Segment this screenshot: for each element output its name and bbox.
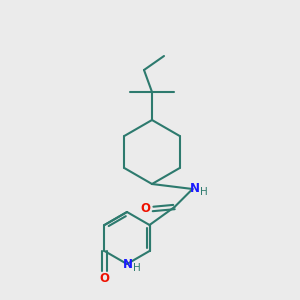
Text: O: O: [140, 202, 151, 215]
Text: N: N: [190, 182, 200, 194]
Text: H: H: [133, 263, 141, 273]
Text: H: H: [200, 187, 207, 197]
Text: O: O: [100, 272, 110, 284]
Text: N: N: [123, 257, 133, 271]
